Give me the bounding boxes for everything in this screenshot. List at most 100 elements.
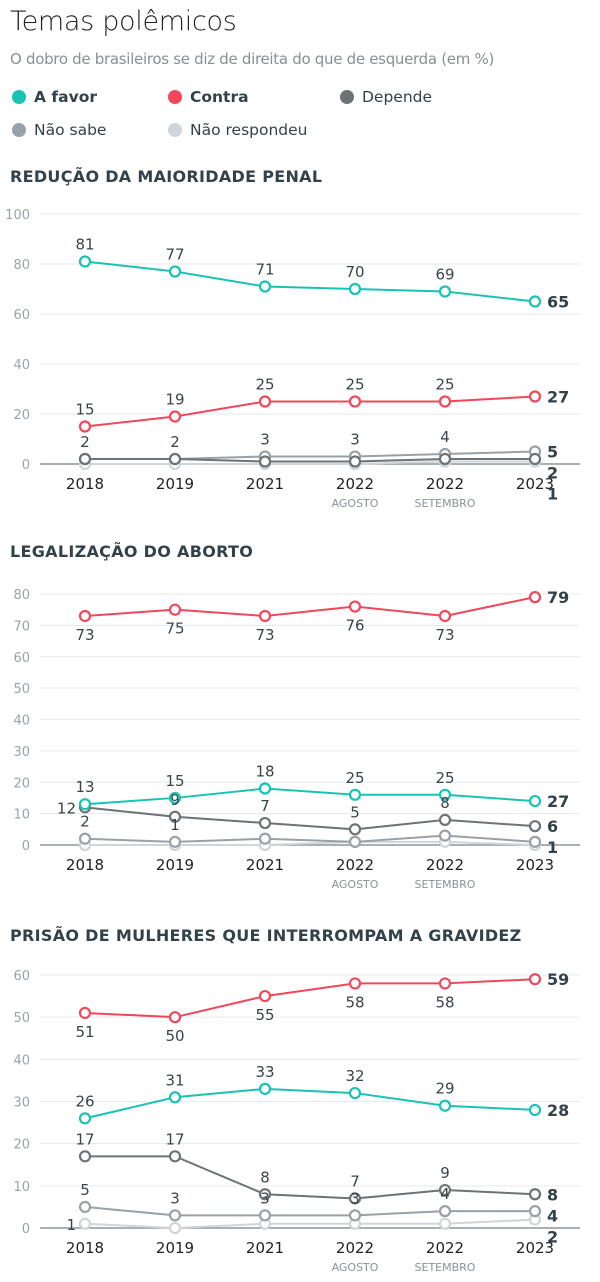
data-label: 73 [75,626,94,644]
data-point [258,609,272,623]
data-point [168,791,182,805]
y-tick-label: 20 [13,1138,30,1153]
data-label: 7 [350,1172,360,1190]
data-point [528,973,542,986]
data-point [528,295,542,308]
data-point [168,1091,182,1104]
series-line [84,395,536,428]
legend-item-contra: Contra [168,88,249,106]
data-label: 3 [350,1189,360,1207]
data-label: 19 [165,391,184,409]
y-tick-label: 0 [22,839,30,854]
y-tick-label: 0 [22,1222,30,1237]
x-tick-label: 2018 [66,1239,104,1257]
series-line [84,978,536,1019]
data-point [78,609,92,623]
y-tick-label: 40 [13,1053,30,1068]
data-label: 1 [170,816,180,834]
x-tick-label: 2022 [426,856,464,874]
data-point [78,420,92,433]
data-point [78,832,92,845]
x-tick-label: 2021 [246,856,284,874]
data-point [438,788,452,801]
data-label: 5 [80,1181,90,1199]
data-label: 12 [57,799,76,817]
data-point [168,835,182,848]
data-point [528,794,542,808]
data-point [438,609,452,623]
data-point [348,455,362,468]
y-tick-label: 20 [13,776,30,791]
data-point [168,265,182,278]
end-data-label: 2 [547,1227,558,1246]
data-label: 15 [165,772,184,790]
data-label: 70 [345,263,364,281]
x-tick-label: 2019 [156,475,194,493]
data-point [168,1209,182,1222]
data-label: 69 [435,266,454,284]
data-label: 55 [255,1006,274,1024]
x-tick-label: 2022 [336,856,374,874]
data-label: 13 [75,778,94,796]
data-point [438,829,452,842]
data-label: 2 [170,433,180,451]
data-label: 25 [345,769,364,787]
series-line [84,787,536,806]
series-line [84,260,536,303]
data-point [528,1103,542,1117]
end-data-label: 6 [547,817,558,836]
data-label: 25 [435,769,454,787]
legend-item-nao-respondeu: Não respondeu [168,121,308,139]
legend-label: Depende [362,88,433,106]
series-line [84,596,536,617]
series-line [85,460,535,465]
series-line [85,458,535,463]
data-point [78,1150,92,1163]
data-point [258,455,272,468]
end-data-label: 1 [547,485,558,504]
y-tick-label: 50 [13,1011,30,1026]
data-label: 15 [75,401,94,419]
data-point [528,1188,542,1201]
data-point [168,603,182,616]
data-point [258,1082,272,1095]
data-label: 2 [80,433,90,451]
legend-dot-icon [12,90,26,104]
end-data-label: 1 [547,838,558,857]
data-point [438,452,452,466]
x-tick-sublabel: SETEMBRO [415,497,476,510]
series-line [85,840,536,846]
data-point [348,1086,362,1100]
x-tick-label: 2023 [516,856,554,874]
data-label: 32 [345,1067,364,1085]
x-tick-sublabel: AGOSTO [332,1261,379,1274]
legend-label: Não respondeu [190,121,308,139]
data-label: 17 [165,1130,184,1148]
y-tick-label: 40 [13,714,30,729]
series-line [85,1155,536,1200]
data-label: 25 [435,376,454,394]
data-point [78,1006,92,1020]
y-tick-label: 30 [13,1096,30,1111]
y-tick-label: 60 [13,969,30,984]
data-label: 18 [255,763,274,781]
x-tick-label: 2019 [156,856,194,874]
end-data-label: 4 [547,1206,558,1225]
data-point [438,813,452,827]
series-line [84,806,536,831]
x-tick-label: 2022 [426,475,464,493]
data-point [348,823,362,836]
data-label: 2 [80,813,90,831]
x-tick-label: 2023 [516,475,554,493]
data-point [348,282,362,296]
legend-label: Contra [190,88,249,106]
page-subtitle: O dobro de brasileiros se diz de direita… [10,50,495,68]
end-data-label: 8 [547,1185,558,1204]
y-tick-label: 80 [13,588,30,603]
data-point [438,1099,452,1112]
y-tick-label: 100 [5,208,30,223]
data-point [528,835,542,848]
data-point [438,285,452,298]
legend-dot-icon [12,123,26,137]
